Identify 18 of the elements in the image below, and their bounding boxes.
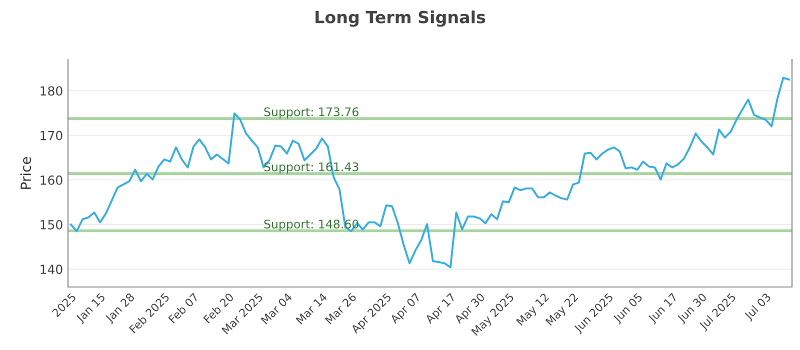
y-axis-title: Price [20, 157, 32, 189]
x-tick-label: Jun 17 [647, 292, 680, 325]
x-tick-label: Feb 07 [168, 292, 199, 324]
chart-title: Long Term Signals [316, 10, 486, 27]
x-tick-label: Jun 05 [612, 292, 644, 325]
y-tick-label: 170 [40, 130, 62, 140]
x-tick-label: Jan 15 [75, 292, 107, 324]
x-tick-label: Jan 28 [104, 292, 136, 324]
y-tick-label: 180 [40, 86, 62, 96]
x-tick-label: Apr 17 [424, 292, 458, 326]
y-tick-label: 140 [40, 264, 62, 274]
ref-line-label: Support: 173.76 [264, 107, 358, 119]
y-tick-label: 160 [40, 175, 62, 185]
x-tick-label: Apr 07 [390, 292, 422, 326]
y-tick-label: 150 [40, 220, 62, 230]
x-tick-label: Jul 03 [743, 292, 773, 322]
x-tick-label: Mar 04 [260, 292, 293, 324]
line-series [70, 76, 790, 268]
